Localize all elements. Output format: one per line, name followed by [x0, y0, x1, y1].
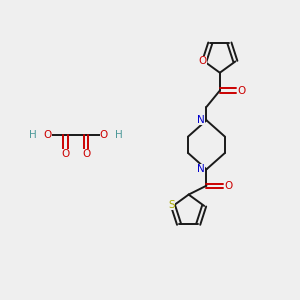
- Text: O: O: [82, 149, 90, 160]
- Text: N: N: [197, 115, 205, 125]
- Text: O: O: [199, 56, 207, 66]
- Text: H: H: [29, 130, 37, 140]
- Text: O: O: [43, 130, 52, 140]
- Text: O: O: [61, 149, 69, 160]
- Text: H: H: [115, 130, 123, 140]
- Text: O: O: [237, 85, 246, 96]
- Text: O: O: [100, 130, 108, 140]
- Text: O: O: [224, 181, 232, 191]
- Text: N: N: [197, 164, 205, 174]
- Text: S: S: [168, 200, 175, 210]
